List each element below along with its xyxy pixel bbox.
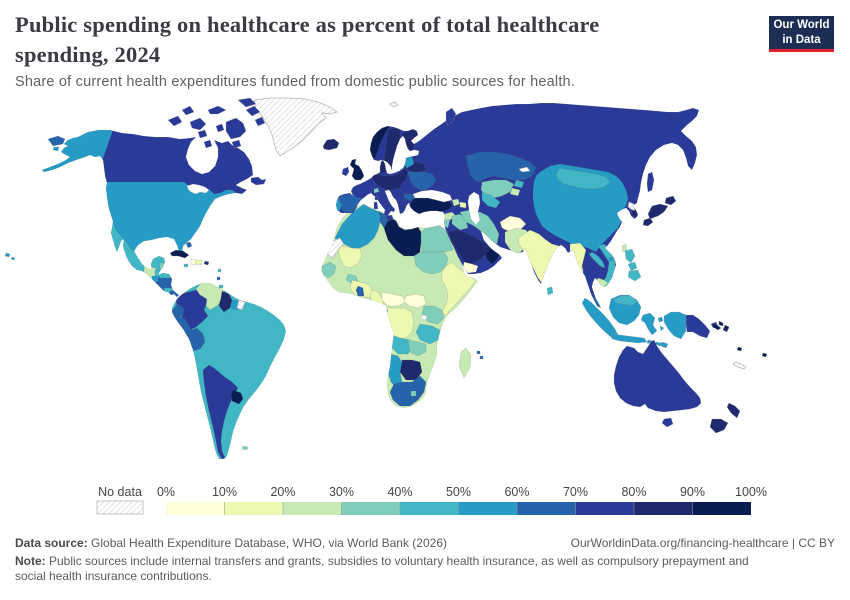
svg-text:0%: 0% (157, 485, 175, 499)
svg-text:No data: No data (98, 485, 142, 499)
svg-text:80%: 80% (621, 485, 646, 499)
svg-text:50%: 50% (446, 485, 471, 499)
svg-text:20%: 20% (270, 485, 295, 499)
svg-text:40%: 40% (387, 485, 412, 499)
svg-text:70%: 70% (563, 485, 588, 499)
svg-text:100%: 100% (735, 485, 767, 499)
svg-text:30%: 30% (329, 485, 354, 499)
svg-text:10%: 10% (212, 485, 237, 499)
svg-text:90%: 90% (680, 485, 705, 499)
svg-text:60%: 60% (504, 485, 529, 499)
